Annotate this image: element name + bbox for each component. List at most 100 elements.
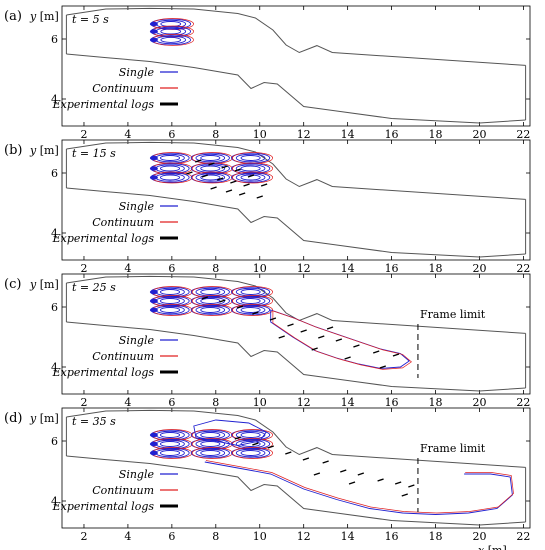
experimental-log-mark: [287, 323, 294, 327]
single-contour: [235, 153, 266, 163]
panel-label: (a): [4, 9, 22, 24]
y-tick-label: 6: [51, 435, 58, 448]
x-tick-label: 10: [253, 128, 267, 141]
plot-frame: [61, 5, 531, 127]
legend-label: Single: [119, 334, 155, 347]
legend-label: Single: [119, 66, 155, 79]
x-tick-label: 14: [341, 128, 355, 141]
single-contour: [160, 165, 181, 172]
x-tick-label: 4: [124, 396, 131, 409]
x-tick-label: 4: [124, 262, 131, 275]
single-contour: [240, 155, 261, 161]
frame-limit-label: Frame limit: [420, 308, 486, 321]
experimental-log-mark: [372, 350, 380, 354]
panel-label: (d): [4, 411, 22, 426]
legend-label: Continuum: [92, 82, 154, 95]
experimental-log-mark: [353, 344, 360, 348]
legend-label: Single: [119, 200, 155, 213]
single-contour: [200, 450, 221, 456]
single-contour: [160, 298, 181, 304]
lower-wall: [66, 187, 526, 258]
continuum-contour: [232, 171, 274, 184]
panel-label: (b): [4, 143, 22, 158]
x-tick-label: 2: [80, 262, 87, 275]
single-contour: [160, 36, 182, 43]
single-density-peak: [149, 29, 158, 34]
y-tick-label: 4: [51, 227, 58, 240]
single-density-peak: [149, 21, 158, 27]
experimental-log-mark: [392, 353, 400, 357]
single-contour: [193, 419, 267, 446]
y-tick-label: 6: [51, 301, 58, 314]
experimental-log-mark: [340, 469, 347, 473]
continuum-contour: [232, 447, 274, 459]
x-tick-label: 4: [124, 128, 131, 141]
upper-wall: [66, 141, 526, 200]
experimental-log-mark: [394, 481, 402, 485]
x-tick-label: 22: [516, 262, 530, 275]
single-density-peak: [149, 298, 158, 304]
single-contour: [160, 155, 181, 161]
experimental-log-mark: [252, 442, 259, 446]
experimental-log-mark: [318, 335, 325, 339]
x-tick-label: 10: [253, 262, 267, 275]
x-tick-label: 2: [80, 530, 87, 543]
single-contour: [160, 432, 181, 438]
single-contour: [240, 432, 261, 438]
single-contour: [240, 174, 261, 181]
single-contour: [204, 461, 513, 515]
y-tick-label: 4: [51, 495, 58, 508]
panel-label: (c): [4, 277, 21, 292]
x-tick-label: 10: [253, 396, 267, 409]
single-contour: [240, 450, 261, 456]
y-axis-label: y [m]: [29, 412, 59, 425]
x-tick-label: 12: [297, 262, 311, 275]
plot-frame: [61, 139, 531, 261]
single-contour: [200, 165, 221, 172]
time-label: t = 25 s: [72, 281, 116, 294]
x-tick-label: 16: [385, 396, 399, 409]
single-density-peak: [149, 166, 158, 171]
single-density-peak: [149, 450, 158, 456]
time-label: t = 15 s: [72, 147, 116, 160]
single-contour: [231, 304, 271, 316]
single-contour: [160, 450, 181, 456]
y-tick-label: 6: [51, 33, 58, 46]
single-contour: [195, 448, 226, 458]
x-tick-label: 20: [472, 396, 486, 409]
x-tick-label: 22: [516, 128, 530, 141]
single-contour: [160, 307, 181, 313]
x-tick-label: 14: [341, 396, 355, 409]
y-axis-label: y [m]: [29, 144, 59, 157]
experimental-log-mark: [311, 347, 318, 351]
experimental-log-mark: [201, 174, 209, 178]
legend-label: Continuum: [92, 484, 154, 497]
x-tick-label: 22: [516, 396, 530, 409]
single-contour: [190, 304, 230, 316]
experimental-log-mark: [256, 195, 263, 199]
single-density-peak: [149, 307, 158, 313]
single-contour: [200, 155, 221, 161]
upper-wall: [66, 409, 526, 468]
single-contour: [231, 172, 271, 183]
experimental-log-mark: [401, 493, 408, 497]
experimental-log-mark: [357, 472, 365, 476]
x-tick-label: 16: [385, 128, 399, 141]
y-axis-label: y [m]: [29, 278, 59, 291]
single-contour: [195, 153, 226, 163]
experimental-log-mark: [285, 451, 292, 455]
lower-wall: [66, 321, 526, 392]
single-contour: [200, 441, 221, 447]
y-axis-label: y [m]: [29, 10, 59, 23]
single-contour: [195, 173, 226, 182]
single-contour: [240, 441, 261, 447]
x-tick-label: 8: [212, 262, 219, 275]
x-tick-label: 18: [429, 128, 443, 141]
experimental-log-mark: [300, 329, 307, 333]
x-tick-label: 18: [429, 530, 443, 543]
x-tick-label: 20: [472, 530, 486, 543]
experimental-log-mark: [335, 338, 343, 342]
x-tick-label: 6: [168, 396, 175, 409]
x-tick-label: 12: [297, 128, 311, 141]
